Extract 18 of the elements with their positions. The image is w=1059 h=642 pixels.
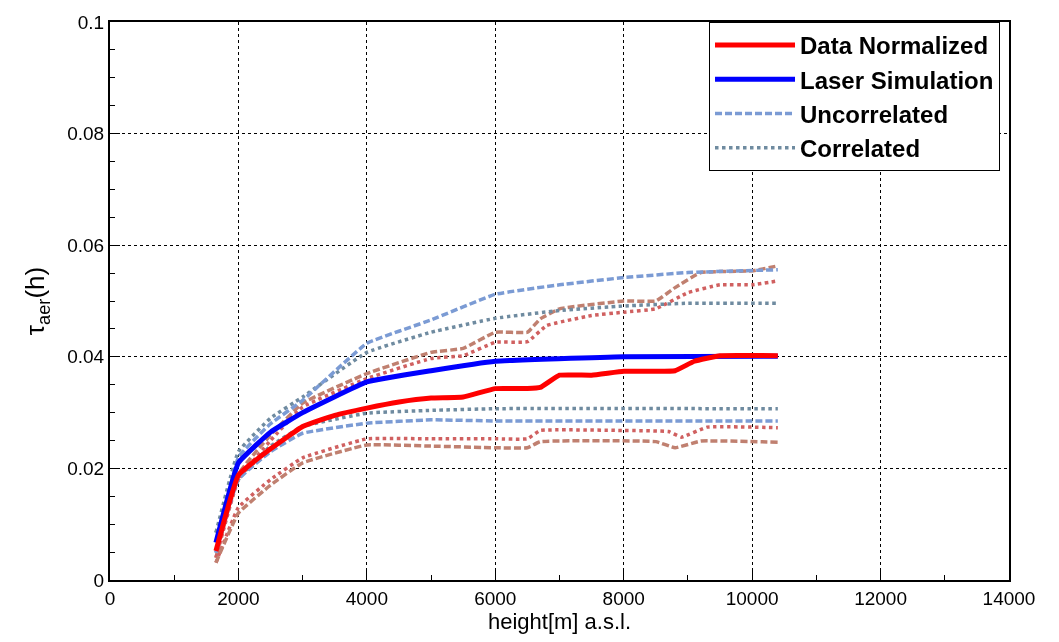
x-axis-title: height[m] a.s.l. [487, 608, 632, 634]
x-tick-label: 4000 [345, 587, 388, 609]
x-tick-label: 14000 [982, 587, 1036, 609]
legend-label: Uncorrelated [800, 100, 949, 128]
y-tick-label: 0.1 [77, 11, 105, 33]
y-tick-label: 0.02 [67, 458, 105, 480]
y-tick-label: 0.08 [67, 123, 105, 145]
x-tick-label: 10000 [725, 587, 779, 609]
x-tick-label: 6000 [474, 587, 517, 609]
y-tick-label: 0.04 [67, 346, 105, 368]
y-tick-label: 0.06 [67, 234, 105, 256]
legend-label: Data Normalized [800, 32, 989, 60]
x-tick-label: 2000 [217, 587, 260, 609]
legend-label: Laser Simulation [800, 66, 994, 94]
x-tick-label: 12000 [854, 587, 907, 609]
legend-label: Correlated [800, 135, 921, 163]
x-tick-label: 8000 [602, 587, 645, 609]
y-tick-label: 0 [93, 569, 105, 591]
